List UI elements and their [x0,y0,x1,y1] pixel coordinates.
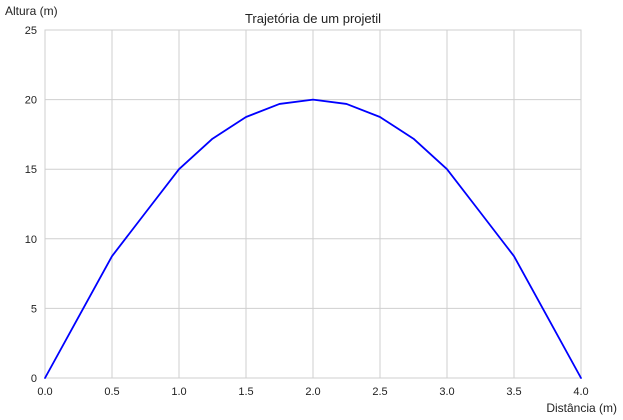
series-layer [44,98,582,379]
y-tick-label-3: 15 [25,164,37,176]
y-axis-label: Altura (m) [5,4,58,18]
x-axis-label: Distância (m) [546,401,617,415]
y-tick-label-0: 0 [31,373,37,385]
series-line-0 [44,98,582,379]
x-tick-label-0: 0.0 [37,386,52,398]
y-tick-label-1: 5 [31,303,37,315]
chart-title: Trajetória de um projetil [245,11,381,26]
grid [44,29,582,379]
x-tick-label-1: 0.5 [104,386,119,398]
plot-area-frame [44,29,582,379]
tick-labels: 0.0 0.5 1.0 1.5 2.0 2.5 3.0 3.5 4.0 0 5 10 15 20 25 [25,25,589,398]
x-tick-label-6: 3.0 [439,386,454,398]
x-tick-label-2: 1.0 [171,386,186,398]
x-tick-label-7: 3.5 [506,386,521,398]
x-tick-label-4: 2.0 [305,386,320,398]
x-tick-label-3: 1.5 [238,386,253,398]
x-tick-label-5: 2.5 [372,386,387,398]
y-tick-label-4: 20 [25,95,37,107]
y-tick-label-2: 10 [25,234,37,246]
x-tick-label-8: 4.0 [573,386,588,398]
y-tick-label-5: 25 [25,25,37,37]
